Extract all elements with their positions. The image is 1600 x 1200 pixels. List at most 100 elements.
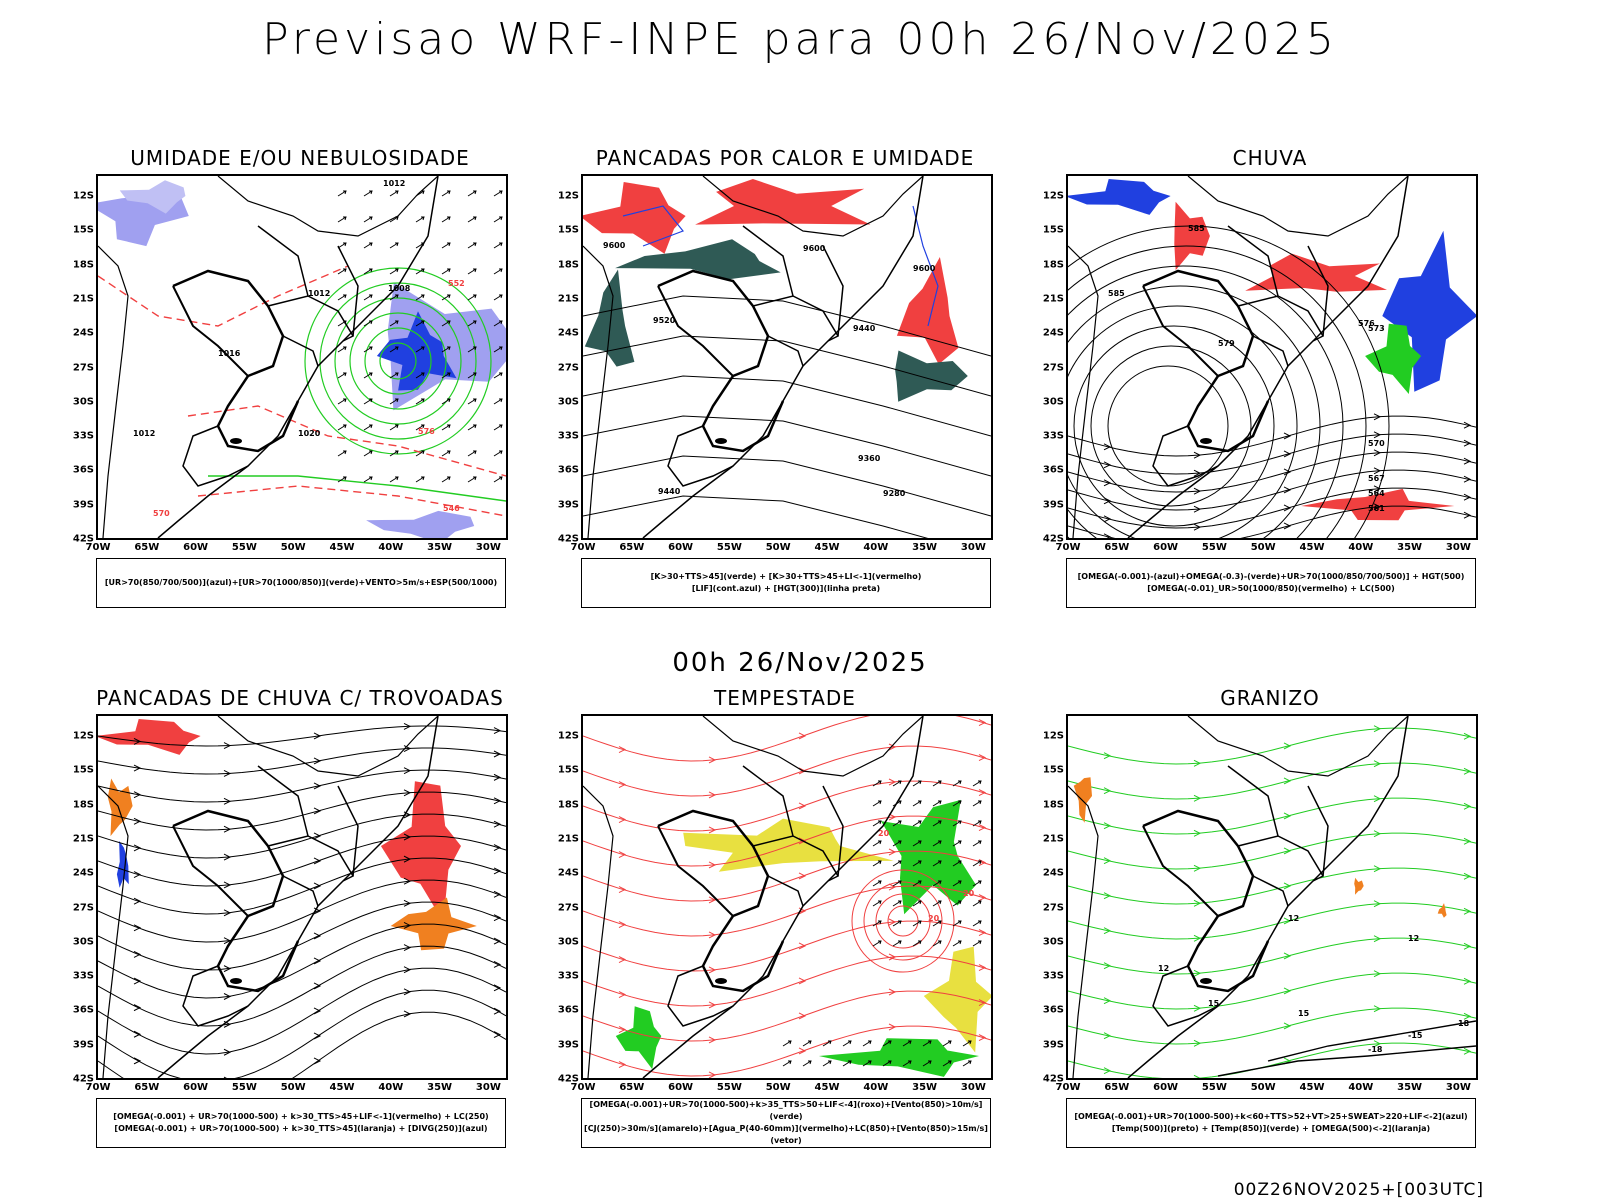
temp850-contour xyxy=(1068,972,1476,1010)
wind-vector xyxy=(389,268,399,275)
latitude-tick: 15S xyxy=(72,224,94,236)
coastline xyxy=(1068,245,1099,538)
latitude-tick: 30S xyxy=(72,396,94,408)
contour-green xyxy=(208,475,506,502)
wind-vector xyxy=(389,190,399,197)
legend-box: [OMEGA(-0.001)-(azul)+OMEGA(-0.3)-(verde… xyxy=(1066,558,1476,608)
wind-vector xyxy=(441,372,451,379)
wind-vector xyxy=(932,820,942,827)
country-border xyxy=(172,825,249,917)
flow-arrow xyxy=(313,732,322,740)
contour-line xyxy=(349,312,447,410)
longitude-tick: 70W xyxy=(85,542,111,553)
run-timestamp: 00Z26NOV2025+[003UTC] xyxy=(1233,1180,1484,1200)
lake-mark xyxy=(1200,978,1212,984)
wind-vector xyxy=(467,398,477,405)
legend-line: [Temp(500)](preto) + [Temp(850)](verde) … xyxy=(1111,1124,1431,1133)
flow-arrow xyxy=(223,965,232,973)
flow-arrow xyxy=(403,922,412,929)
latitude-tick: 36S xyxy=(557,1004,579,1016)
shaded-area xyxy=(583,182,686,254)
wind-vector xyxy=(337,346,347,353)
streamline xyxy=(98,1011,506,1078)
panel-title: CHUVA xyxy=(1232,146,1308,170)
legend-line: [UR>70(850/700/500)](azul)+[UR>70(1000/8… xyxy=(104,578,498,587)
wind-vector xyxy=(363,268,373,275)
lc-streamline xyxy=(1068,469,1476,511)
state-border xyxy=(1227,765,1279,837)
flow-arrow xyxy=(493,890,502,898)
state-border xyxy=(1307,245,1329,337)
state-border xyxy=(267,835,355,882)
flow-arrow xyxy=(618,746,627,753)
latitude-tick: 15S xyxy=(1042,764,1064,776)
country-border xyxy=(172,269,285,378)
panel-title: PANCADAS DE CHUVA C/ TROVOADAS xyxy=(96,686,504,710)
wind-vector xyxy=(972,920,982,927)
longitude-tick: 45W xyxy=(814,1082,840,1093)
flow-arrow xyxy=(133,897,142,905)
flow-arrow xyxy=(403,944,412,952)
map-layer: 1012 1012 1012 1008 1016 1020 570 576 552 546 xyxy=(98,176,506,538)
map-svg: 9600 9600 9600 9520 9440 9440 9360 9280 xyxy=(583,176,991,538)
hgt-contour xyxy=(583,375,991,437)
flow-arrow xyxy=(1283,812,1292,820)
wind-vector xyxy=(972,860,982,867)
country-border xyxy=(216,915,300,993)
flow-arrow xyxy=(1103,787,1112,795)
wind-vector xyxy=(872,820,882,827)
wind-vector xyxy=(932,800,942,807)
coastline xyxy=(217,176,439,237)
map-frame: 585 585 579 576 573 570 567 564 561 xyxy=(1066,174,1478,540)
wind-vector xyxy=(952,800,962,807)
coastline xyxy=(157,716,439,1078)
latitude-tick: 12S xyxy=(72,190,94,202)
wind-vector xyxy=(493,242,503,249)
country-border xyxy=(1142,285,1219,377)
longitude-tick: 70W xyxy=(570,542,596,553)
flow-arrow xyxy=(1373,431,1382,439)
flow-arrow xyxy=(133,764,142,772)
latitude-axis: 12S 15S 18S 21S 24S 27S 30S 33S 36S 39S 42S xyxy=(60,714,94,1085)
latitude-tick: 21S xyxy=(1042,833,1064,845)
flow-arrow xyxy=(493,984,502,992)
contour-label: 9600 xyxy=(603,241,626,250)
panel-trovoadas: PANCADAS DE CHUVA C/ TROVOADAS 12S 15S 18S… xyxy=(73,686,520,1156)
country-border xyxy=(1186,375,1270,453)
contour-line xyxy=(334,297,462,425)
shaded-area xyxy=(683,818,894,872)
flow-arrow xyxy=(1463,511,1472,519)
flow-arrow xyxy=(1193,934,1202,942)
wind-vector xyxy=(912,920,922,927)
flow-arrow xyxy=(313,807,322,815)
latitude-axis: 12S 15S 18S 21S 24S 27S 30S 33S 36S 39S 42S xyxy=(1030,714,1064,1085)
longitude-tick: 70W xyxy=(1055,542,1081,553)
wind-vector xyxy=(441,424,451,431)
flow-arrow xyxy=(888,918,897,926)
wind-vector xyxy=(912,880,922,887)
latitude-tick: 30S xyxy=(1042,936,1064,948)
flow-arrow xyxy=(1103,857,1112,865)
latitude-tick: 30S xyxy=(557,396,579,408)
wind-vector xyxy=(337,450,347,457)
flow-arrow xyxy=(133,737,142,745)
flow-arrow xyxy=(133,1057,142,1065)
flow-arrow xyxy=(1193,523,1202,531)
flow-arrow xyxy=(1103,822,1112,830)
latitude-tick: 39S xyxy=(557,499,579,511)
flow-arrow xyxy=(313,1032,322,1040)
longitude-tick: 40W xyxy=(863,1082,889,1093)
flow-arrow xyxy=(313,957,322,965)
longitude-tick: 40W xyxy=(1348,1082,1374,1093)
longitude-tick: 55W xyxy=(231,1082,257,1093)
shaded-area xyxy=(881,799,976,915)
wind-vector xyxy=(363,372,373,379)
shaded-area xyxy=(119,180,186,214)
wind-vector xyxy=(389,398,399,405)
flow-arrow xyxy=(1373,503,1382,511)
legend-line: [OMEGA(-0.001)+UR>70(1000-500)+k>35_TTS>… xyxy=(589,1100,983,1121)
flow-arrow xyxy=(1373,449,1382,457)
flow-arrow xyxy=(1373,467,1382,475)
temp850-contour xyxy=(1068,867,1476,905)
wind-vector xyxy=(415,398,425,405)
